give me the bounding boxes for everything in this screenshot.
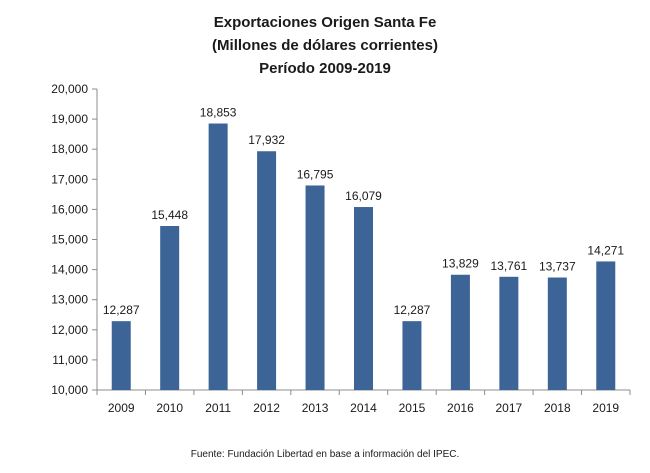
y-tick-label: 19,000 <box>51 112 88 126</box>
bar <box>596 261 616 390</box>
x-tick-label: 2009 <box>108 401 135 415</box>
y-tick-label: 13,000 <box>51 293 88 307</box>
bar <box>499 276 519 390</box>
y-tick-label: 20,000 <box>51 82 88 96</box>
data-label: 13,761 <box>491 259 528 273</box>
chart-title-line-2: (Millones de dólares corrientes) <box>212 37 438 54</box>
x-tick-label: 2014 <box>350 401 377 415</box>
bar <box>305 185 325 390</box>
bar <box>402 321 422 390</box>
y-tick-label: 17,000 <box>51 172 88 186</box>
bar <box>257 151 277 390</box>
data-label: 13,737 <box>539 260 576 274</box>
x-tick-label: 2017 <box>496 401 523 415</box>
data-label: 16,795 <box>297 167 334 181</box>
x-tick-label: 2010 <box>156 401 183 415</box>
data-label: 13,829 <box>442 257 479 271</box>
y-tick-label: 14,000 <box>51 263 88 277</box>
chart-title-line-1: Exportaciones Origen Santa Fe <box>213 14 437 31</box>
y-tick-label: 16,000 <box>51 202 88 216</box>
data-label: 16,079 <box>345 189 382 203</box>
x-tick-label: 2015 <box>399 401 426 415</box>
source-note: Fuente: Fundación Libertad en base a inf… <box>190 449 460 460</box>
y-tick-label: 15,000 <box>51 233 88 247</box>
bar <box>160 226 180 390</box>
x-tick-label: 2019 <box>592 401 619 415</box>
chart-title-line-3: Período 2009-2019 <box>259 60 391 77</box>
bar <box>208 123 228 391</box>
x-tick-label: 2018 <box>544 401 571 415</box>
x-tick-label: 2016 <box>447 401 474 415</box>
x-tick-label: 2011 <box>205 401 231 415</box>
bar <box>111 321 131 390</box>
y-tick-label: 12,000 <box>51 323 88 337</box>
bar <box>354 207 373 390</box>
y-tick-label: 10,000 <box>51 383 88 397</box>
x-tick-label: 2012 <box>253 401 280 415</box>
data-label: 12,287 <box>394 303 431 317</box>
data-label: 18,853 <box>200 106 237 120</box>
bar <box>547 277 567 390</box>
data-label: 12,287 <box>103 303 140 317</box>
data-label: 14,271 <box>587 243 624 257</box>
y-tick-label: 18,000 <box>51 142 88 156</box>
data-label: 15,448 <box>151 208 188 222</box>
y-tick-label: 11,000 <box>52 353 88 367</box>
bar <box>450 274 470 390</box>
data-label: 17,932 <box>248 133 285 147</box>
x-tick-label: 2013 <box>302 401 329 415</box>
